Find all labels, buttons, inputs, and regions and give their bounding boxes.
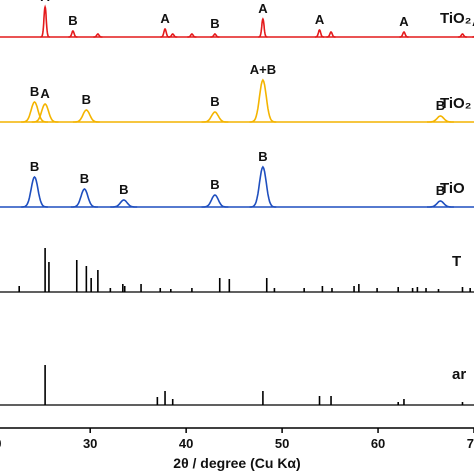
peak-label: A xyxy=(40,86,50,101)
series-name: TiO₂ xyxy=(440,10,471,27)
peak-label: B xyxy=(210,94,219,109)
series-name: TiO xyxy=(440,180,465,197)
peak xyxy=(249,78,277,123)
peak xyxy=(31,103,59,123)
peak-label: A xyxy=(40,0,50,4)
x-tick-label: 70 xyxy=(467,436,474,451)
peak-label: A xyxy=(315,12,325,27)
x-tick-label: 30 xyxy=(83,436,97,451)
peak xyxy=(201,111,229,123)
peak-label: B xyxy=(119,182,128,197)
x-tick-label: 50 xyxy=(275,436,289,451)
peak xyxy=(160,28,170,38)
peak xyxy=(427,200,454,208)
peak xyxy=(187,33,197,38)
series-name: ar xyxy=(452,366,466,383)
peak xyxy=(68,30,78,38)
peak-label: B xyxy=(80,171,89,186)
peak-label: B xyxy=(68,13,77,28)
peak xyxy=(210,33,220,38)
peak xyxy=(110,199,138,208)
x-axis-label: 2θ / degree (Cu Kα) xyxy=(173,455,300,471)
peak xyxy=(399,30,409,38)
peak-label: A xyxy=(472,14,474,29)
peak xyxy=(40,4,50,38)
peak xyxy=(258,17,268,38)
peak xyxy=(314,29,325,38)
peak-label: B xyxy=(30,84,39,99)
series-name: TiO₂ xyxy=(440,95,471,112)
peak-label: B xyxy=(436,183,445,198)
series-name: T xyxy=(452,253,461,270)
peak-label: A xyxy=(258,1,268,16)
peak-label: B xyxy=(436,98,445,113)
x-tick-label: 20 xyxy=(0,436,1,451)
peak xyxy=(201,194,229,208)
peak xyxy=(427,115,454,123)
peak xyxy=(326,31,336,38)
peak-label: A xyxy=(160,11,170,26)
peak-label: B xyxy=(210,16,219,31)
peak xyxy=(168,33,178,38)
peak-label: B xyxy=(82,92,91,107)
peak-label: A xyxy=(399,14,409,29)
peak xyxy=(21,101,48,123)
peak xyxy=(457,33,468,38)
peak-label: B xyxy=(210,177,219,192)
peak xyxy=(249,165,277,208)
x-tick-label: 60 xyxy=(371,436,385,451)
x-tick-label: 40 xyxy=(179,436,193,451)
peak-label: A+B xyxy=(250,62,276,77)
peak xyxy=(72,109,100,123)
peak-label: B xyxy=(258,149,267,164)
peak xyxy=(21,175,48,208)
peak-label: B xyxy=(30,159,39,174)
peak xyxy=(71,188,98,208)
peak xyxy=(93,33,103,38)
